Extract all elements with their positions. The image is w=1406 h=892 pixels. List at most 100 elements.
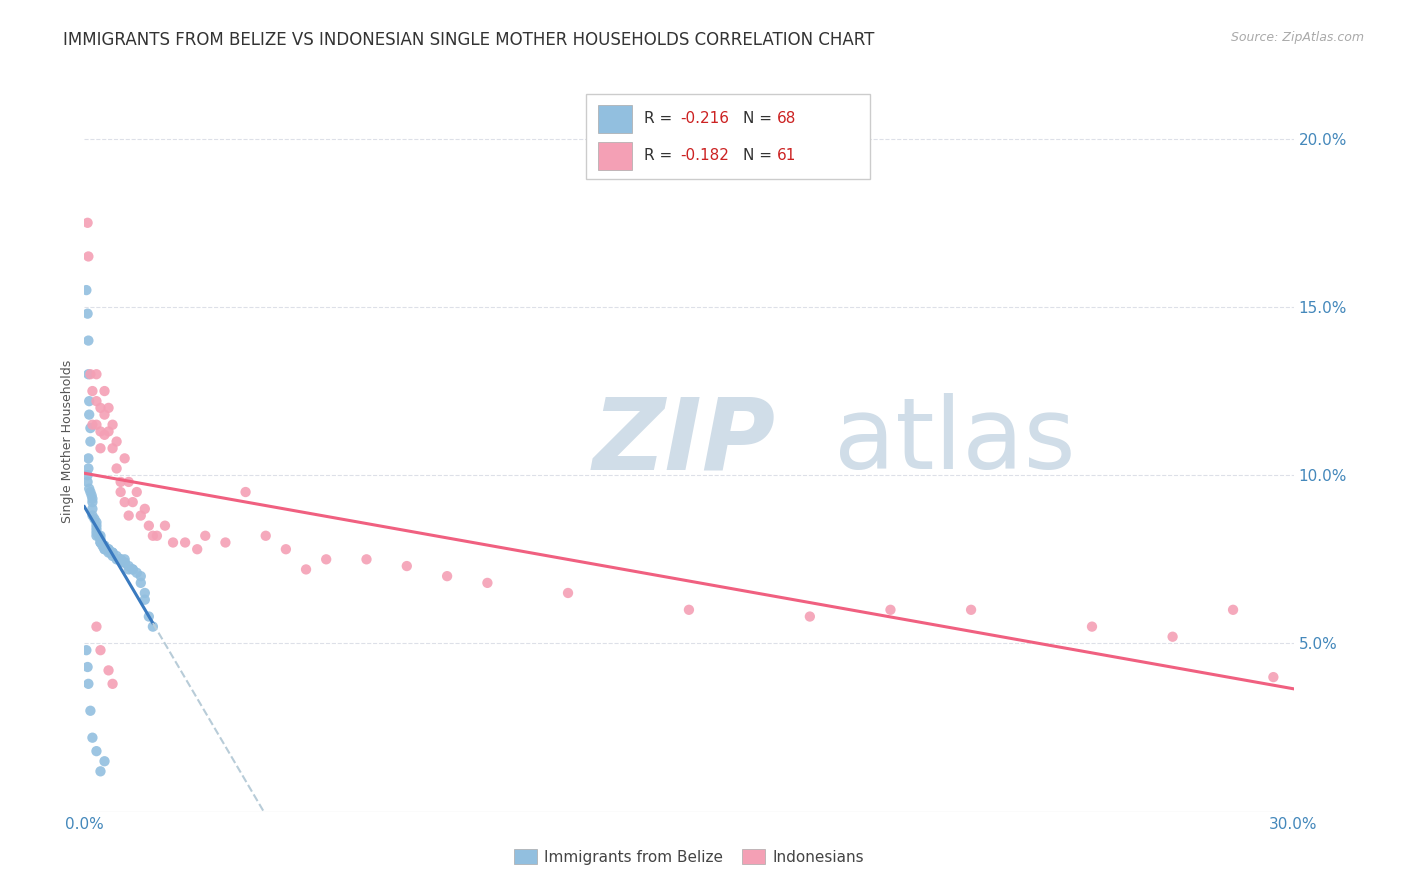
Point bbox=[77, 249, 100, 264]
Point bbox=[879, 603, 901, 617]
Point bbox=[82, 417, 104, 432]
Point bbox=[93, 754, 115, 768]
Point bbox=[77, 408, 100, 422]
Point bbox=[678, 603, 700, 617]
Point bbox=[114, 556, 136, 570]
Point bbox=[86, 394, 108, 409]
Point bbox=[254, 529, 277, 543]
FancyBboxPatch shape bbox=[599, 142, 633, 169]
Point bbox=[97, 545, 120, 560]
Point bbox=[86, 516, 108, 530]
Text: 61: 61 bbox=[778, 148, 797, 163]
Point bbox=[86, 368, 108, 382]
Point bbox=[97, 542, 120, 557]
Point bbox=[114, 552, 136, 566]
Point bbox=[79, 434, 101, 449]
Text: Source: ZipAtlas.com: Source: ZipAtlas.com bbox=[1230, 31, 1364, 45]
Point bbox=[89, 535, 111, 549]
Point bbox=[121, 562, 143, 576]
Point bbox=[97, 542, 120, 557]
Point bbox=[105, 461, 128, 475]
Point bbox=[89, 529, 111, 543]
Point bbox=[82, 501, 104, 516]
Point bbox=[142, 529, 165, 543]
Point bbox=[77, 461, 100, 475]
Point bbox=[114, 495, 136, 509]
Point bbox=[76, 660, 98, 674]
Point bbox=[89, 442, 111, 456]
Point bbox=[89, 532, 111, 546]
Point bbox=[77, 482, 100, 496]
Point bbox=[86, 518, 108, 533]
Point bbox=[82, 491, 104, 506]
Point bbox=[83, 512, 105, 526]
Point bbox=[101, 549, 124, 563]
Point bbox=[101, 677, 124, 691]
Point bbox=[89, 425, 111, 439]
Point bbox=[110, 485, 132, 500]
Point bbox=[186, 542, 208, 557]
Point bbox=[86, 525, 108, 540]
Point bbox=[110, 552, 132, 566]
Point bbox=[129, 569, 152, 583]
Point bbox=[118, 562, 141, 576]
Point bbox=[134, 586, 156, 600]
Point bbox=[76, 475, 98, 489]
Point bbox=[97, 664, 120, 678]
Point bbox=[82, 508, 104, 523]
Point bbox=[79, 485, 101, 500]
Point bbox=[146, 529, 169, 543]
Point bbox=[101, 545, 124, 560]
Point bbox=[76, 307, 98, 321]
Point bbox=[79, 368, 101, 382]
Point bbox=[86, 522, 108, 536]
Point bbox=[395, 559, 418, 574]
Point bbox=[86, 529, 108, 543]
Text: N =: N = bbox=[744, 148, 778, 163]
Text: IMMIGRANTS FROM BELIZE VS INDONESIAN SINGLE MOTHER HOUSEHOLDS CORRELATION CHART: IMMIGRANTS FROM BELIZE VS INDONESIAN SIN… bbox=[63, 31, 875, 49]
Point bbox=[93, 539, 115, 553]
Point bbox=[138, 518, 160, 533]
FancyBboxPatch shape bbox=[599, 104, 633, 133]
Point bbox=[89, 764, 111, 779]
Point bbox=[93, 542, 115, 557]
Point bbox=[118, 559, 141, 574]
Legend: Immigrants from Belize, Indonesians: Immigrants from Belize, Indonesians bbox=[508, 843, 870, 871]
Point bbox=[86, 417, 108, 432]
Point bbox=[86, 744, 108, 758]
Point bbox=[114, 556, 136, 570]
Point bbox=[79, 421, 101, 435]
Point bbox=[557, 586, 579, 600]
Point bbox=[89, 643, 111, 657]
Point bbox=[1263, 670, 1285, 684]
Point bbox=[89, 535, 111, 549]
Point bbox=[86, 619, 108, 633]
Point bbox=[76, 216, 98, 230]
Point bbox=[93, 427, 115, 442]
Point bbox=[436, 569, 458, 583]
Point bbox=[214, 535, 236, 549]
Text: R =: R = bbox=[644, 148, 678, 163]
Point bbox=[134, 501, 156, 516]
Point bbox=[91, 539, 114, 553]
FancyBboxPatch shape bbox=[586, 94, 870, 178]
Point bbox=[295, 562, 318, 576]
Point bbox=[75, 643, 97, 657]
Point bbox=[1081, 619, 1104, 633]
Point bbox=[101, 442, 124, 456]
Point bbox=[1161, 630, 1184, 644]
Point bbox=[194, 529, 217, 543]
Point bbox=[101, 545, 124, 560]
Point bbox=[960, 603, 983, 617]
Point bbox=[274, 542, 297, 557]
Point bbox=[93, 384, 115, 398]
Point bbox=[235, 485, 257, 500]
Point bbox=[118, 475, 141, 489]
Point bbox=[110, 552, 132, 566]
Point bbox=[93, 539, 115, 553]
Text: N =: N = bbox=[744, 112, 778, 127]
Point bbox=[125, 566, 148, 580]
Y-axis label: Single Mother Households: Single Mother Households bbox=[60, 359, 75, 524]
Point bbox=[129, 575, 152, 590]
Point bbox=[97, 425, 120, 439]
